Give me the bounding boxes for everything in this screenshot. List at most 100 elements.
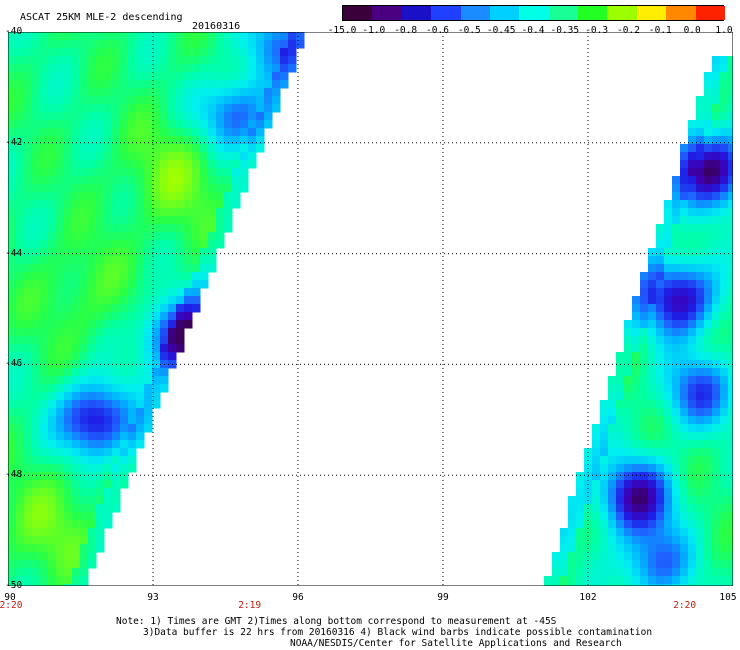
wind-cell bbox=[680, 216, 689, 225]
wind-cell bbox=[80, 256, 89, 265]
wind-cell bbox=[696, 136, 705, 145]
wind-cell bbox=[24, 152, 33, 161]
wind-cell bbox=[680, 384, 689, 393]
wind-cell bbox=[720, 400, 729, 409]
wind-cell bbox=[40, 152, 49, 161]
wind-cell bbox=[48, 224, 57, 233]
wind-cell bbox=[712, 320, 721, 329]
wind-cell bbox=[696, 248, 705, 257]
wind-cell bbox=[72, 544, 81, 553]
wind-cell bbox=[616, 528, 625, 537]
wind-cell bbox=[48, 528, 57, 537]
wind-cell bbox=[704, 480, 713, 489]
wind-cell bbox=[648, 456, 657, 465]
wind-cell bbox=[616, 352, 625, 361]
wind-cell bbox=[48, 272, 57, 281]
wind-cell bbox=[152, 72, 161, 81]
wind-cell bbox=[208, 192, 217, 201]
wind-cell bbox=[168, 48, 177, 57]
wind-cell bbox=[24, 32, 33, 41]
wind-cell bbox=[200, 208, 209, 217]
wind-cell bbox=[96, 48, 105, 57]
wind-cell bbox=[56, 40, 65, 49]
wind-cell bbox=[712, 392, 721, 401]
wind-cell bbox=[544, 584, 553, 586]
wind-cell bbox=[664, 504, 673, 513]
wind-cell bbox=[696, 576, 705, 585]
wind-cell bbox=[16, 48, 25, 57]
wind-cell bbox=[80, 496, 89, 505]
wind-cell bbox=[272, 96, 281, 105]
wind-cell bbox=[624, 448, 633, 457]
wind-cell bbox=[88, 384, 97, 393]
wind-cell bbox=[120, 88, 129, 97]
wind-cell bbox=[168, 248, 177, 257]
wind-cell bbox=[16, 32, 25, 41]
wind-cell bbox=[704, 136, 713, 145]
wind-cell bbox=[104, 464, 113, 473]
wind-cell bbox=[192, 224, 201, 233]
wind-cell bbox=[64, 488, 73, 497]
wind-cell bbox=[16, 472, 25, 481]
wind-cell bbox=[712, 288, 721, 297]
wind-cell bbox=[104, 200, 113, 209]
wind-cell bbox=[616, 536, 625, 545]
wind-cell bbox=[64, 416, 73, 425]
wind-cell bbox=[8, 280, 17, 289]
wind-cell bbox=[176, 112, 185, 121]
wind-cell bbox=[80, 72, 89, 81]
wind-cell bbox=[104, 496, 113, 505]
wind-cell bbox=[120, 384, 129, 393]
wind-cell bbox=[64, 96, 73, 105]
wind-cell bbox=[648, 552, 657, 561]
wind-cell bbox=[112, 304, 121, 313]
wind-cell bbox=[688, 560, 697, 569]
wind-cell bbox=[712, 80, 721, 89]
wind-cell bbox=[112, 296, 121, 305]
wind-cell bbox=[624, 376, 633, 385]
wind-cell bbox=[16, 72, 25, 81]
wind-cell bbox=[200, 136, 209, 145]
wind-cell bbox=[72, 296, 81, 305]
wind-cell bbox=[40, 272, 49, 281]
wind-cell bbox=[16, 240, 25, 249]
wind-cell bbox=[608, 504, 617, 513]
wind-cell bbox=[136, 424, 145, 433]
wind-cell bbox=[680, 336, 689, 345]
wind-cell bbox=[40, 136, 49, 145]
wind-cell bbox=[632, 368, 641, 377]
wind-cell bbox=[40, 312, 49, 321]
wind-cell bbox=[72, 568, 81, 577]
wind-cell bbox=[600, 504, 609, 513]
wind-cell bbox=[56, 568, 65, 577]
wind-cell bbox=[728, 496, 733, 505]
wind-cell bbox=[48, 256, 57, 265]
wind-cell bbox=[112, 368, 121, 377]
wind-cell bbox=[112, 224, 121, 233]
wind-cell bbox=[568, 528, 577, 537]
wind-cell bbox=[56, 304, 65, 313]
wind-cell bbox=[24, 88, 33, 97]
wind-cell bbox=[632, 584, 641, 586]
wind-cell bbox=[144, 344, 153, 353]
wind-cell bbox=[128, 408, 137, 417]
wind-cell bbox=[176, 248, 185, 257]
wind-cell bbox=[104, 456, 113, 465]
wind-cell bbox=[224, 176, 233, 185]
wind-cell bbox=[696, 400, 705, 409]
wind-cell bbox=[632, 464, 641, 473]
wind-cell bbox=[136, 128, 145, 137]
wind-cell bbox=[160, 80, 169, 89]
wind-cell bbox=[72, 344, 81, 353]
wind-cell bbox=[712, 384, 721, 393]
wind-cell bbox=[224, 128, 233, 137]
wind-cell bbox=[120, 144, 129, 153]
wind-cell bbox=[672, 320, 681, 329]
wind-cell bbox=[48, 216, 57, 225]
wind-cell bbox=[56, 392, 65, 401]
wind-cell bbox=[144, 304, 153, 313]
wind-cell bbox=[56, 384, 65, 393]
wind-cell bbox=[272, 104, 281, 113]
wind-cell bbox=[648, 496, 657, 505]
wind-cell bbox=[240, 80, 249, 89]
